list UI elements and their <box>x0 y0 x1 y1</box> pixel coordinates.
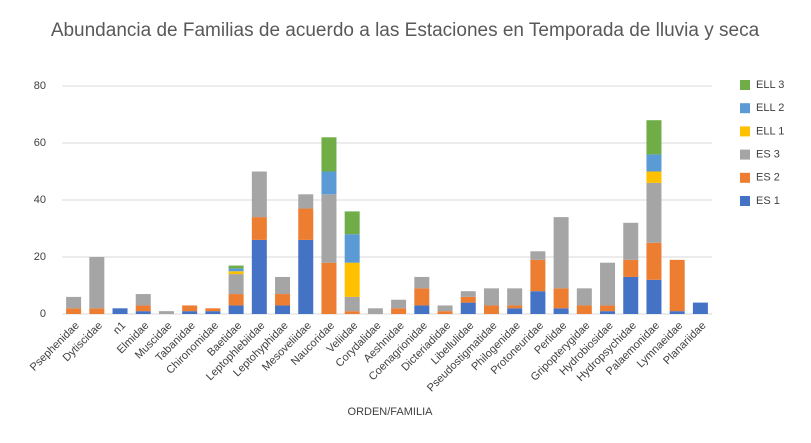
bar-segment <box>507 305 523 309</box>
bar-segment <box>66 296 82 309</box>
bar-segment <box>646 120 662 155</box>
bar-segment <box>460 302 476 314</box>
bar-segment <box>553 217 569 289</box>
bar-segment <box>112 308 128 314</box>
bar-segment <box>275 276 291 295</box>
bar-segment <box>321 262 337 314</box>
bar-segment <box>66 308 82 314</box>
legend-swatch <box>740 149 750 160</box>
legend-swatch <box>740 80 750 90</box>
bar-segment <box>623 276 639 314</box>
legend-label: ES 1 <box>756 195 780 207</box>
bar-segment <box>89 308 105 314</box>
x-tick-label: n1 <box>111 320 128 337</box>
bar-segment <box>623 259 639 277</box>
bar-segment <box>228 271 244 275</box>
bar-segment <box>483 288 499 306</box>
bar-segment <box>251 217 267 240</box>
bar-segment <box>460 296 476 303</box>
legend-swatch <box>740 126 750 137</box>
bar-segment <box>228 268 244 272</box>
bar-segment <box>391 308 407 314</box>
bar-segment <box>182 311 198 314</box>
bar-segment <box>669 259 685 312</box>
bar-segment <box>344 296 360 312</box>
bar-segment <box>414 305 430 314</box>
bar-segment <box>205 308 221 312</box>
bar-segment <box>344 262 360 297</box>
chart-title: Abundancia de Familias de acuerdo a las … <box>50 20 760 41</box>
bar-segment <box>344 211 360 235</box>
bar-segment <box>158 311 174 314</box>
bar-segment <box>228 265 244 269</box>
bar-segment <box>600 311 616 314</box>
bar-segment <box>646 279 662 314</box>
bar-segment <box>600 305 616 312</box>
bar-segment <box>507 308 523 314</box>
bar-segment <box>228 274 244 295</box>
bar-segment <box>298 239 314 314</box>
bar-segment <box>460 291 476 297</box>
bar-segment <box>692 302 708 314</box>
bar-segment <box>135 305 151 312</box>
legend-label: ELL 1 <box>756 125 784 137</box>
legend-label: ELL 2 <box>756 102 784 114</box>
bar-segment <box>135 311 151 314</box>
bar-segment <box>646 242 662 280</box>
bar-segment <box>298 194 314 209</box>
legend-label: ES 3 <box>756 149 780 161</box>
bar-segment <box>669 311 685 314</box>
y-tick-label: 40 <box>34 194 46 206</box>
bar-segment <box>646 154 662 172</box>
bar-segment <box>576 305 592 314</box>
y-tick-label: 0 <box>40 308 46 320</box>
bar-segment <box>205 311 221 314</box>
bar-segment <box>275 305 291 314</box>
bar-segment <box>321 171 337 195</box>
bar-segment <box>553 288 569 309</box>
legend-swatch <box>740 172 750 183</box>
legend-swatch <box>740 196 750 206</box>
bar-segment <box>251 239 267 314</box>
bar-segment <box>344 311 360 314</box>
bar-segment <box>414 288 430 306</box>
bar-segment <box>321 137 337 172</box>
bar-segment <box>646 182 662 243</box>
bar-segment <box>228 305 244 314</box>
bar-segment <box>437 305 453 312</box>
bar-segment <box>298 208 314 240</box>
bar-segment <box>576 288 592 306</box>
bar-segment <box>530 251 546 260</box>
bar-segment <box>344 234 360 263</box>
x-axis-title: ORDEN/FAMILIA <box>348 406 434 418</box>
bar-segment <box>89 257 105 309</box>
y-tick-label: 20 <box>34 251 46 263</box>
bar-segment <box>530 291 546 314</box>
bar-segment <box>600 262 616 306</box>
bar-segment <box>275 294 291 306</box>
legend-label: ELL 3 <box>756 79 784 91</box>
bar-segment <box>367 308 383 314</box>
bar-segment <box>135 294 151 306</box>
y-tick-label: 80 <box>34 80 46 92</box>
bar-segment <box>321 194 337 263</box>
legend-label: ES 2 <box>756 172 780 184</box>
bar-segment <box>507 288 523 306</box>
bar-segment <box>623 222 639 260</box>
bar-segment <box>228 294 244 306</box>
bar-segment <box>251 171 267 218</box>
bar-segment <box>182 305 198 312</box>
bar-segment <box>530 259 546 292</box>
legend-swatch <box>740 103 750 114</box>
bar-segment <box>553 308 569 314</box>
bar-segment <box>646 171 662 183</box>
bar-segment <box>414 276 430 289</box>
y-tick-label: 60 <box>34 137 46 149</box>
bar-segment <box>391 299 407 309</box>
bar-segment <box>437 311 453 314</box>
bar-segment <box>483 305 499 314</box>
